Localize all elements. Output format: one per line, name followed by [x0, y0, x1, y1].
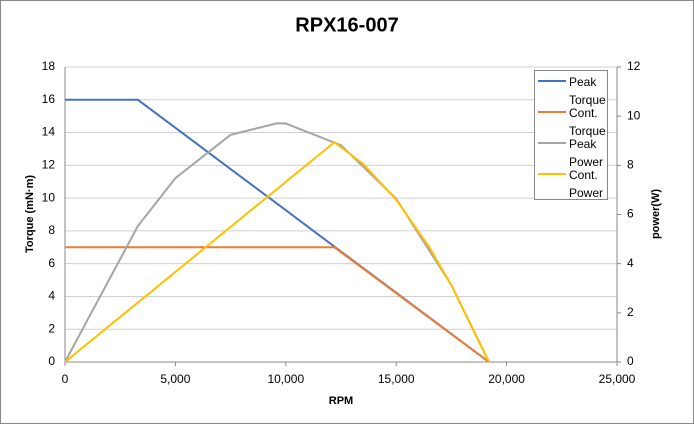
legend-swatch — [538, 111, 566, 113]
y2-axis-label: power(W) — [650, 189, 662, 239]
series-line — [65, 246, 490, 363]
x-tick-label: 25,000 — [599, 372, 636, 386]
chart-title: RPX16-007 — [295, 14, 398, 36]
x-tick-label: 10,000 — [267, 372, 304, 386]
x-tick-label: 20,000 — [488, 372, 525, 386]
legend-entry: Cont. Torque — [538, 104, 606, 138]
y-tick-label: 14 — [42, 125, 56, 139]
legend-label: Peak Power — [569, 137, 604, 169]
legend-label: Cont. Power — [569, 168, 604, 200]
y-tick-label: 6 — [48, 256, 55, 270]
y-tick-label: 16 — [42, 92, 56, 106]
y2-tick-label: 4 — [627, 256, 634, 270]
y2-tick-label: 6 — [627, 207, 634, 221]
x-tick-label: 0 — [62, 372, 69, 386]
legend-entry: Peak Power — [538, 135, 604, 169]
x-axis-label: RPM — [329, 395, 353, 407]
legend-label: Cont. Torque — [569, 106, 606, 138]
y-tick-label: 0 — [48, 354, 55, 368]
legend-entry: Peak Torque — [538, 73, 606, 107]
y2-tick-label: 2 — [627, 305, 634, 319]
y-tick-label: 18 — [42, 59, 56, 73]
legend-entry: Cont. Power — [538, 166, 604, 200]
y-tick-label: 8 — [48, 223, 55, 237]
y-tick-label: 10 — [42, 190, 56, 204]
legend-label: Peak Torque — [569, 75, 606, 107]
y2-tick-label: 10 — [627, 108, 641, 122]
y2-tick-label: 0 — [627, 354, 634, 368]
x-tick-label: 5,000 — [160, 372, 190, 386]
legend-swatch — [538, 142, 566, 144]
y2-tick-label: 8 — [627, 158, 634, 172]
series-line — [64, 140, 490, 363]
y2-tick-label: 12 — [627, 59, 641, 73]
legend: Peak Torque Cont. Torque Peak Power Cont. P… — [534, 70, 608, 200]
y-axis-label: Torque (mN·m) — [24, 175, 36, 253]
legend-swatch — [538, 80, 566, 82]
x-tick-label: 15,000 — [378, 372, 415, 386]
y-tick-label: 2 — [48, 321, 55, 335]
legend-swatch — [538, 173, 566, 175]
y-tick-label: 12 — [42, 158, 56, 172]
y-tick-label: 4 — [48, 289, 55, 303]
